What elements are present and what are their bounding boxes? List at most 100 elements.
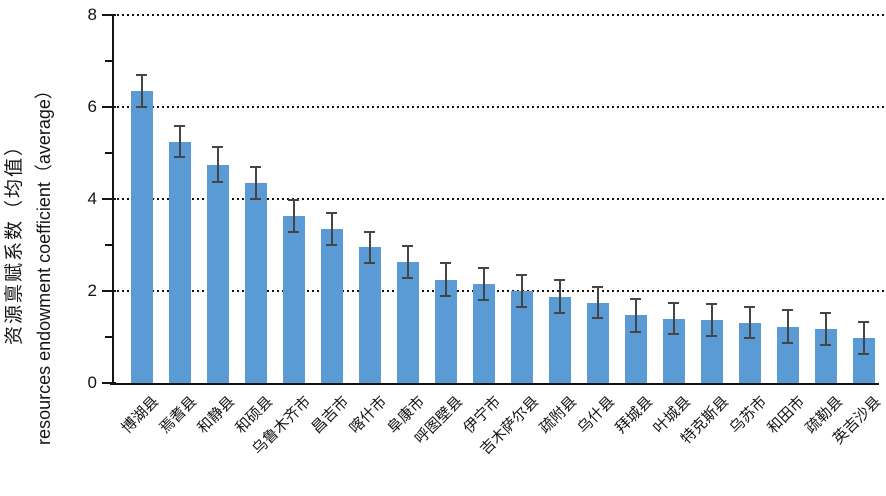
error-bar-line — [330, 213, 333, 245]
error-bar-cap-top — [288, 198, 300, 201]
error-bar-line — [178, 126, 181, 157]
gridline — [112, 14, 884, 16]
error-bar-cap-top — [364, 230, 376, 233]
y-axis-line — [112, 14, 114, 385]
y-axis-tick-label: 6 — [87, 97, 97, 116]
error-bar-line — [140, 75, 143, 107]
x-axis-label: 和田市 — [764, 393, 808, 437]
bar — [168, 141, 191, 383]
bar — [852, 337, 875, 383]
bar — [130, 90, 153, 383]
error-bar-cap-bottom — [478, 298, 490, 301]
error-bar-cap-top — [668, 301, 680, 304]
error-bar-cap-bottom — [136, 105, 148, 108]
error-bar-line — [596, 287, 599, 318]
error-bar-cap-bottom — [554, 311, 566, 314]
error-bar-cap-bottom — [212, 180, 224, 183]
y-axis-major-tick — [102, 106, 116, 108]
gridline — [112, 106, 884, 108]
bar — [206, 164, 229, 383]
x-axis-label: 焉耆县 — [156, 393, 200, 437]
x-axis-label: 乌什县 — [574, 393, 618, 437]
bar — [472, 284, 495, 383]
y-axis-tick-label: 2 — [87, 281, 97, 300]
error-bar-cap-bottom — [706, 334, 718, 337]
bar — [776, 326, 799, 383]
error-bar-cap-top — [782, 309, 794, 312]
x-axis-label: 喀什市 — [346, 393, 390, 437]
error-bar-line — [368, 231, 371, 263]
error-bar-cap-top — [136, 74, 148, 77]
error-bar-cap-bottom — [250, 198, 262, 200]
error-bar-line — [292, 199, 295, 233]
y-axis-major-tick — [102, 290, 116, 292]
error-bar-line — [216, 147, 219, 182]
y-axis-tick-label: 4 — [87, 189, 97, 208]
error-bar-line — [634, 298, 637, 332]
error-bar-line — [748, 307, 751, 339]
x-axis-label: 博湖县 — [118, 393, 162, 437]
bar — [320, 228, 343, 383]
error-bar-cap-top — [440, 261, 452, 264]
error-bar-cap-bottom — [820, 343, 832, 346]
error-bar-cap-top — [630, 297, 642, 300]
bar — [814, 328, 837, 383]
error-bar-line — [520, 274, 523, 308]
x-axis-label: 昌吉市 — [308, 393, 352, 437]
y-axis-major-tick — [102, 382, 116, 384]
error-bar-cap-bottom — [288, 231, 300, 234]
error-bar-cap-top — [174, 125, 186, 128]
y-axis-minor-tick — [105, 152, 114, 154]
gridline — [112, 198, 884, 200]
error-bar-line — [786, 310, 789, 344]
x-axis-label: 拜城县 — [612, 393, 656, 437]
error-bar-cap-bottom — [858, 353, 870, 356]
error-bar-cap-bottom — [782, 342, 794, 345]
error-bar-cap-bottom — [516, 306, 528, 309]
error-bar-cap-top — [212, 146, 224, 149]
bar — [396, 262, 419, 383]
error-bar-cap-top — [402, 245, 414, 248]
error-bar-cap-top — [858, 320, 870, 323]
error-bar-line — [444, 262, 447, 297]
y-axis-minor-tick — [105, 60, 114, 62]
y-axis-minor-tick — [105, 244, 114, 246]
x-axis-label: 乌苏市 — [726, 393, 770, 437]
y-axis-tick-label: 0 — [87, 373, 97, 392]
bar — [244, 182, 267, 383]
error-bar-cap-top — [554, 279, 566, 282]
error-bar-cap-bottom — [440, 295, 452, 298]
error-bar-line — [824, 312, 827, 345]
error-bar-cap-top — [592, 286, 604, 289]
error-bar-line — [672, 302, 675, 335]
error-bar-cap-bottom — [402, 276, 414, 279]
error-bar-line — [254, 166, 257, 199]
bar — [358, 247, 381, 383]
gridline — [112, 290, 884, 292]
error-bar-line — [406, 246, 409, 278]
error-bar-line — [558, 280, 561, 313]
error-bar-cap-bottom — [630, 330, 642, 333]
bar — [434, 279, 457, 383]
y-axis-minor-tick — [105, 336, 114, 338]
bar — [586, 302, 609, 383]
error-bar-cap-bottom — [744, 337, 756, 340]
error-bar-cap-bottom — [668, 333, 680, 336]
error-bar-line — [482, 268, 485, 300]
x-axis-line — [110, 383, 879, 385]
error-bar-cap-top — [326, 212, 338, 215]
error-bar-cap-top — [478, 267, 490, 270]
error-bar-line — [710, 304, 713, 336]
y-axis-major-tick — [102, 14, 116, 16]
bar — [510, 291, 533, 383]
bar — [548, 296, 571, 383]
error-bar-cap-bottom — [592, 316, 604, 319]
bar — [282, 216, 305, 383]
error-bar-cap-bottom — [364, 261, 376, 264]
error-bar-cap-bottom — [174, 155, 186, 158]
error-bar-line — [862, 321, 865, 354]
error-bar-cap-top — [820, 311, 832, 314]
error-bar-cap-bottom — [326, 243, 338, 246]
x-axis-label: 和静县 — [194, 393, 238, 437]
